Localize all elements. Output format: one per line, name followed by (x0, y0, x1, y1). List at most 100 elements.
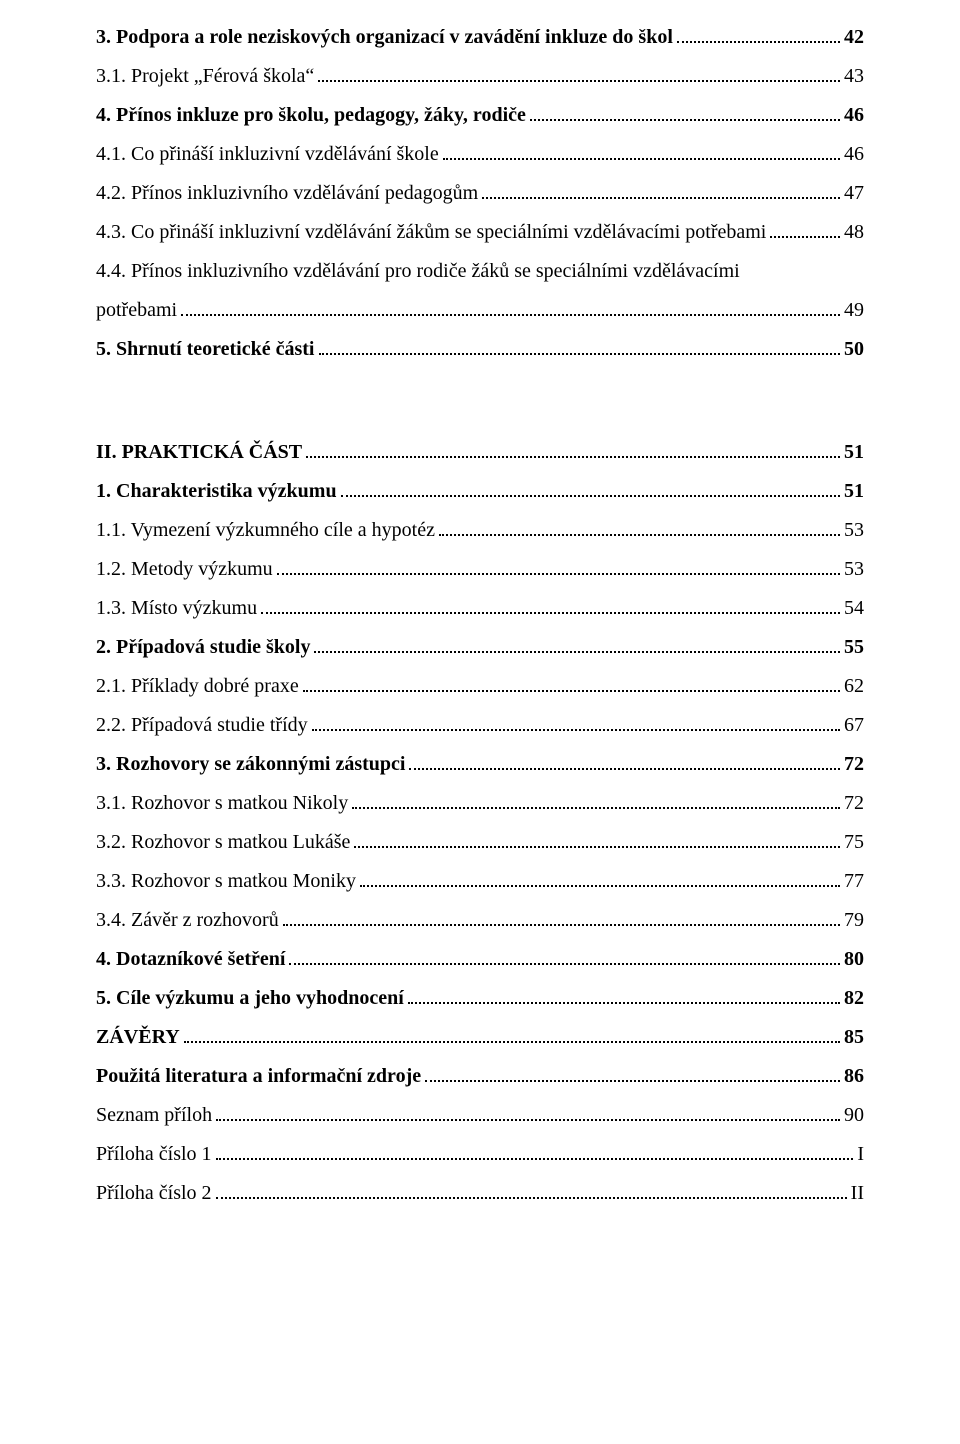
toc-page: 51 (844, 433, 864, 472)
toc-leader (530, 108, 840, 121)
toc-entry: 1.3. Místo výzkumu 54 (96, 589, 864, 628)
toc-entry-wrapped: 4.4. Přínos inkluzivního vzdělávání pro … (96, 252, 864, 291)
toc-page: 82 (844, 979, 864, 1018)
toc-page: 53 (844, 511, 864, 550)
toc-label: 4.2. Přínos inkluzivního vzdělávání peda… (96, 174, 478, 213)
toc-page: 47 (844, 174, 864, 213)
toc-leader (277, 562, 840, 575)
toc-leader (354, 835, 840, 848)
toc-leader (409, 757, 840, 770)
toc-entry: 4.3. Co přináší inkluzivní vzdělávání žá… (96, 213, 864, 252)
toc-leader (261, 601, 840, 614)
toc-page: 75 (844, 823, 864, 862)
toc-label: 3.2. Rozhovor s matkou Lukáše (96, 823, 350, 862)
toc-label: 3. Rozhovory se zákonnými zástupci (96, 745, 405, 784)
toc-label: 3.4. Závěr z rozhovorů (96, 901, 279, 940)
toc-label: II. PRAKTICKÁ ČÁST (96, 433, 302, 472)
toc-label: 3. Podpora a role neziskových organizací… (96, 18, 673, 57)
toc-page: 43 (844, 57, 864, 96)
toc-entry: Seznam příloh 90 (96, 1096, 864, 1135)
toc-entry: 3. Podpora a role neziskových organizací… (96, 18, 864, 57)
toc-entry: II. PRAKTICKÁ ČÁST 51 (96, 433, 864, 472)
toc-label: 1.3. Místo výzkumu (96, 589, 257, 628)
toc-entry: 4.1. Co přináší inkluzivní vzdělávání šk… (96, 135, 864, 174)
toc-label: Seznam příloh (96, 1096, 212, 1135)
toc-page: 79 (844, 901, 864, 940)
toc-label: ZÁVĚRY (96, 1018, 180, 1057)
toc-entry: Použitá literatura a informační zdroje 8… (96, 1057, 864, 1096)
toc-leader (216, 1186, 847, 1199)
toc-leader (283, 913, 840, 926)
toc-page: 46 (844, 96, 864, 135)
toc-leader (360, 874, 840, 887)
toc-leader (352, 796, 840, 809)
toc-leader (181, 303, 840, 316)
toc-page: 54 (844, 589, 864, 628)
toc-page: 72 (844, 745, 864, 784)
toc-entry: 5. Shrnutí teoretické části 50 (96, 330, 864, 369)
toc-page: 49 (844, 291, 864, 330)
toc-entry: 4. Přínos inkluze pro školu, pedagogy, ž… (96, 96, 864, 135)
toc-entry: 3.2. Rozhovor s matkou Lukáše 75 (96, 823, 864, 862)
toc-page: 51 (844, 472, 864, 511)
toc-leader (303, 679, 840, 692)
toc-label: 4.3. Co přináší inkluzivní vzdělávání žá… (96, 213, 766, 252)
toc-label: 1.2. Metody výzkumu (96, 550, 273, 589)
toc-entry: 2.1. Příklady dobré praxe 62 (96, 667, 864, 706)
toc-label: 1. Charakteristika výzkumu (96, 472, 337, 511)
toc-leader (770, 225, 840, 238)
toc-entry: ZÁVĚRY 85 (96, 1018, 864, 1057)
toc-entry-wrapped-cont: potřebami 49 (96, 291, 864, 330)
toc-leader (306, 445, 840, 458)
section-gap (96, 369, 864, 433)
toc-page: 62 (844, 667, 864, 706)
toc-entry: 5. Cíle výzkumu a jeho vyhodnocení 82 (96, 979, 864, 1018)
toc-leader (425, 1069, 840, 1082)
toc-entry: 4. Dotazníkové šetření 80 (96, 940, 864, 979)
toc-page: 90 (844, 1096, 864, 1135)
toc-page: 55 (844, 628, 864, 667)
toc-entry: 3.1. Rozhovor s matkou Nikoly 72 (96, 784, 864, 823)
toc-page: 85 (844, 1018, 864, 1057)
toc-leader (216, 1108, 840, 1121)
toc-page: 77 (844, 862, 864, 901)
document-page: 3. Podpora a role neziskových organizací… (0, 0, 960, 1444)
toc-leader (289, 952, 840, 965)
toc-leader (216, 1147, 854, 1160)
toc-page: 67 (844, 706, 864, 745)
toc-label: 5. Cíle výzkumu a jeho vyhodnocení (96, 979, 404, 1018)
toc-label-wrap-second: potřebami (96, 291, 177, 330)
toc-page: 42 (844, 18, 864, 57)
toc-page: 86 (844, 1057, 864, 1096)
toc-page: I (857, 1135, 864, 1174)
toc-label: Použitá literatura a informační zdroje (96, 1057, 421, 1096)
toc-label: Příloha číslo 1 (96, 1135, 212, 1174)
toc-entry: 3.4. Závěr z rozhovorů 79 (96, 901, 864, 940)
toc-leader (482, 186, 840, 199)
toc-label: 5. Shrnutí teoretické části (96, 330, 315, 369)
toc-label: 3.3. Rozhovor s matkou Moniky (96, 862, 356, 901)
toc-leader (439, 523, 840, 536)
toc-leader (408, 991, 840, 1004)
toc-entry: 4.2. Přínos inkluzivního vzdělávání peda… (96, 174, 864, 213)
toc-label: 1.1. Vymezení výzkumného cíle a hypotéz (96, 511, 435, 550)
toc-label: 4.1. Co přináší inkluzivní vzdělávání šk… (96, 135, 439, 174)
toc-page: II (851, 1174, 864, 1213)
toc-label: Příloha číslo 2 (96, 1174, 212, 1213)
toc-page: 46 (844, 135, 864, 174)
toc-page: 48 (844, 213, 864, 252)
toc-entry: 3.3. Rozhovor s matkou Moniky 77 (96, 862, 864, 901)
toc-leader (341, 484, 840, 497)
toc-label: 4. Dotazníkové šetření (96, 940, 285, 979)
toc-entry: 1.2. Metody výzkumu 53 (96, 550, 864, 589)
toc-entry: 2. Případová studie školy 55 (96, 628, 864, 667)
toc-entry: 3. Rozhovory se zákonnými zástupci 72 (96, 745, 864, 784)
toc-leader (319, 342, 841, 355)
toc-label-wrap-first: 4.4. Přínos inkluzivního vzdělávání pro … (96, 260, 740, 282)
toc-label: 2. Případová studie školy (96, 628, 310, 667)
toc-entry: 1.1. Vymezení výzkumného cíle a hypotéz … (96, 511, 864, 550)
toc-leader (312, 718, 840, 731)
toc-page: 50 (844, 330, 864, 369)
toc-label: 3.1. Rozhovor s matkou Nikoly (96, 784, 348, 823)
toc-page: 53 (844, 550, 864, 589)
